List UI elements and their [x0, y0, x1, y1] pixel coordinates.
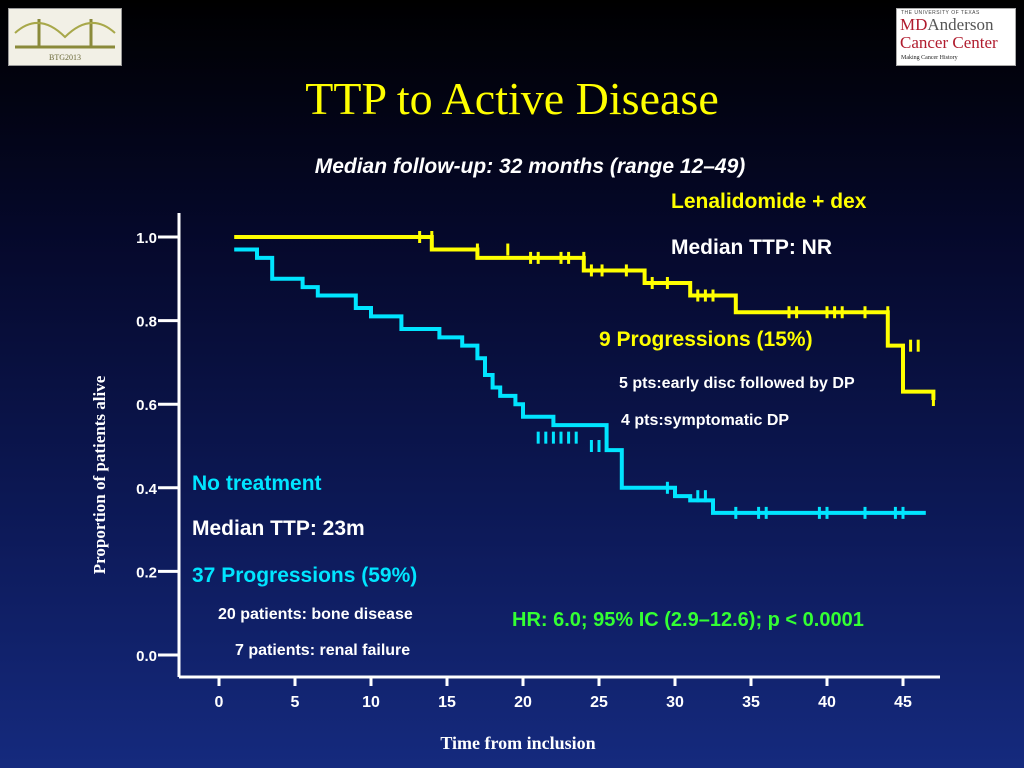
logo-caption: BTG2013	[49, 53, 81, 62]
logo-tagline: Making Cancer History	[901, 55, 958, 61]
y-tick-label: 0.6	[136, 397, 157, 414]
x-tick-label: 5	[291, 694, 300, 711]
nt-median-ttp: Median TTP: 23m	[192, 517, 365, 540]
len-detail-early-disc: 5 pts:early disc followed by DP	[619, 375, 855, 392]
x-tick-label: 15	[438, 694, 456, 711]
nt-progressions: 37 Progressions (59%)	[192, 564, 418, 587]
x-tick-label: 25	[590, 694, 608, 711]
x-tick-label: 30	[666, 694, 684, 711]
y-tick-label: 0.8	[136, 314, 157, 331]
y-tick-label: 0.2	[136, 564, 157, 581]
logo-cancer-center: Cancer Center	[900, 33, 998, 52]
chart-curves	[234, 231, 936, 519]
nt-detail-renal: 7 patients: renal failure	[235, 642, 411, 659]
len-median-ttp: Median TTP: NR	[671, 236, 832, 259]
chart-axes: 0.0 0.2 0.4 0.6 0.8 1.0 0 5 10 15 20 25 30 35 40 45	[136, 213, 940, 711]
logo-university: THE UNIVERSITY OF TEXAS	[901, 10, 980, 16]
x-tick-label: 20	[514, 694, 532, 711]
x-tick-label: 40	[818, 694, 836, 711]
len-progressions: 9 Progressions (15%)	[599, 328, 813, 351]
bridge-icon	[14, 19, 116, 49]
x-axis-label: Time from inclusion	[440, 733, 596, 753]
y-tick-label: 1.0	[136, 230, 157, 247]
slide-title: TTP to Active Disease	[305, 73, 719, 124]
nt-detail-bone: 20 patients: bone disease	[218, 606, 413, 623]
y-tick-label: 0.4	[136, 481, 158, 498]
x-tick-label: 0	[215, 694, 224, 711]
btg2013-logo: BTG2013	[8, 8, 122, 66]
y-tick-label: 0.0	[136, 648, 157, 665]
x-tick-label: 10	[362, 694, 380, 711]
len-legend-title: Lenalidomide + dex	[671, 190, 867, 213]
y-axis-label: Proportion of patients alive	[90, 375, 109, 575]
logo-anderson: Anderson	[927, 15, 994, 34]
md-anderson-logo: THE UNIVERSITY OF TEXAS MDAnderson Cance…	[896, 8, 1016, 66]
logo-md: MD	[900, 15, 928, 34]
logo-md-anderson: MDAnderson	[900, 15, 994, 35]
km-curve-no-treatment	[234, 247, 926, 515]
nt-legend-title: No treatment	[192, 472, 322, 495]
x-tick-label: 35	[742, 694, 760, 711]
slide-subtitle: Median follow-up: 32 months (range 12–49…	[314, 155, 746, 178]
hazard-ratio: HR: 6.0; 95% IC (2.9–12.6); p < 0.0001	[512, 609, 864, 631]
x-tick-label: 45	[894, 694, 912, 711]
len-detail-symptomatic: 4 pts:symptomatic DP	[621, 412, 790, 429]
